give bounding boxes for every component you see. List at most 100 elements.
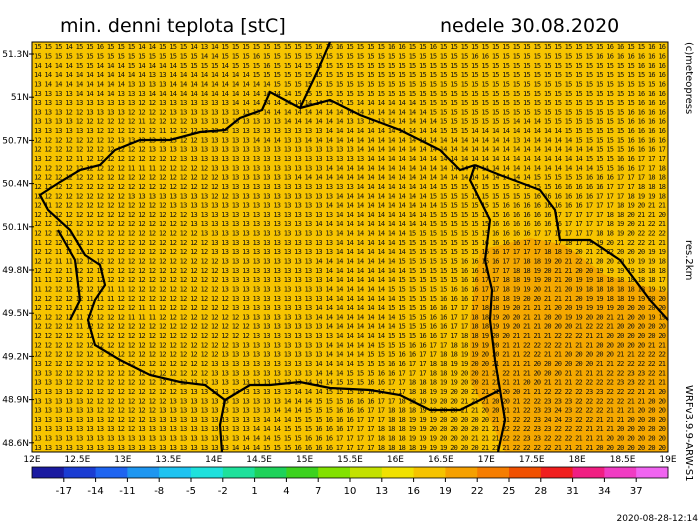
border-line bbox=[299, 98, 476, 172]
grid-row: 12 12 11 11 12 12 12 12 12 12 12 12 12 1… bbox=[34, 257, 666, 265]
warm-area bbox=[470, 238, 668, 452]
colorbar-label: 37 bbox=[630, 486, 643, 497]
grid-row: 13 13 13 13 12 12 12 12 12 12 12 12 12 1… bbox=[34, 388, 666, 396]
date: nedele 30.08.2020 bbox=[440, 15, 619, 37]
colorbar-label: 25 bbox=[503, 486, 516, 497]
title: min. denni teplota [stC] bbox=[60, 15, 286, 37]
grid-row: 13 13 13 13 13 13 12 12 12 12 12 12 13 1… bbox=[34, 407, 666, 415]
credit: (c)meteopress bbox=[683, 42, 694, 114]
lat-label: 50.4N bbox=[2, 180, 29, 190]
grid-row: 12 12 11 11 12 12 12 12 12 12 12 12 12 1… bbox=[34, 248, 666, 256]
grid-row: 13 13 13 13 12 12 12 12 12 12 11 12 12 1… bbox=[34, 118, 666, 126]
lon-label: 19E bbox=[659, 455, 676, 465]
borders bbox=[38, 41, 669, 453]
colorbar-segment bbox=[540, 467, 574, 478]
lon-label: 17E bbox=[478, 455, 495, 465]
colorbar-label: -11 bbox=[119, 486, 135, 497]
colorbar-segment bbox=[159, 467, 192, 478]
colorbar-label: 28 bbox=[534, 486, 547, 497]
colorbar-segment bbox=[350, 467, 383, 478]
lon-label: 13E bbox=[114, 455, 131, 465]
colorbar-segment bbox=[477, 467, 510, 478]
colorbar-segment bbox=[254, 467, 287, 478]
grid-row: 12 12 12 12 12 12 12 12 13 13 13 13 13 1… bbox=[34, 136, 666, 144]
lon-label: 15E bbox=[296, 455, 313, 465]
border-line bbox=[474, 163, 669, 321]
lat-label: 49.8N bbox=[2, 266, 29, 276]
grid-row: 12 12 12 12 11 12 12 12 12 12 12 12 12 1… bbox=[34, 323, 666, 331]
colorbar-label: -8 bbox=[154, 486, 164, 497]
grid-row: 13 13 13 13 14 14 14 14 13 13 13 14 14 1… bbox=[34, 90, 666, 98]
grid-row: 13 13 13 13 13 13 13 12 12 12 12 13 13 1… bbox=[34, 416, 666, 424]
colorbar-label: 13 bbox=[375, 486, 388, 497]
grid-row: 11 11 12 12 12 12 12 12 12 12 12 12 12 1… bbox=[34, 276, 666, 284]
grid-row: 12 12 12 12 12 12 12 12 12 12 12 12 12 1… bbox=[34, 183, 666, 191]
grid-row: 15 15 15 14 15 15 16 15 15 15 14 14 15 1… bbox=[34, 43, 666, 51]
colorbar-segment bbox=[572, 467, 605, 478]
grid-row: 13 14 14 14 14 14 14 14 14 13 13 13 13 1… bbox=[34, 80, 666, 88]
colorbar-label: 1 bbox=[251, 486, 257, 497]
grid-row: 12 12 12 12 12 12 12 12 12 13 13 13 13 1… bbox=[34, 192, 666, 200]
colorbar-label: 31 bbox=[566, 486, 579, 497]
grid-row: 15 15 15 15 15 15 15 15 15 15 15 15 15 1… bbox=[34, 52, 666, 60]
lon-label: 15.5E bbox=[337, 455, 363, 465]
lat-label: 48.9N bbox=[2, 396, 29, 406]
footer: 2020-08-28-12:14 bbox=[617, 514, 699, 524]
grid-row: 12 12 12 12 12 12 12 12 12 12 12 12 12 1… bbox=[34, 174, 666, 182]
grid-row: 12 12 12 12 12 12 12 12 12 11 11 11 12 1… bbox=[34, 164, 666, 172]
grid-row: 12 12 12 12 12 12 12 12 12 12 12 12 12 1… bbox=[34, 220, 666, 228]
colorbar-segment bbox=[95, 467, 128, 478]
grid-row: 12 12 12 11 11 11 12 12 12 12 11 11 12 1… bbox=[34, 304, 666, 312]
colorbar: -17 -14 -11 -8 -5 -2 1 4 7 10 13 16 19 22 25 28 31 34 37 bbox=[31, 466, 669, 497]
lat-label: 50.7N bbox=[2, 136, 29, 146]
colorbar-label: -17 bbox=[56, 486, 72, 497]
grid-row: 14 14 14 14 14 14 14 14 14 14 14 13 13 1… bbox=[34, 71, 666, 79]
grid-row: 13 13 13 13 13 13 13 13 13 13 13 13 13 1… bbox=[34, 444, 666, 452]
lat-label: 49.2N bbox=[2, 352, 29, 362]
grid-row: 12 12 12 12 12 12 12 12 12 12 12 12 12 1… bbox=[34, 341, 666, 349]
colorbar-segment bbox=[636, 467, 669, 478]
grid-row: 11 12 12 12 12 12 12 11 11 12 12 12 12 1… bbox=[34, 285, 666, 293]
lon-label: 12E bbox=[23, 455, 40, 465]
model: WRFv3.9.9-ARW-S1 bbox=[683, 385, 694, 482]
grid-row: 13 13 13 13 13 13 12 12 12 12 12 12 11 1… bbox=[34, 127, 666, 135]
lon-label: 18E bbox=[569, 455, 586, 465]
grid-row: 12 12 12 12 12 12 12 12 12 12 12 12 12 1… bbox=[34, 230, 666, 238]
colorbar-label: 4 bbox=[283, 486, 289, 497]
grid-row: 12 12 12 12 12 11 11 11 12 12 12 12 12 1… bbox=[34, 295, 666, 303]
lon-label: 12.5E bbox=[65, 455, 91, 465]
grid-row: 12 11 12 12 12 12 12 12 12 12 12 12 12 1… bbox=[34, 202, 666, 210]
lat-label: 48.6N bbox=[2, 439, 29, 449]
colorbar-segment bbox=[318, 467, 351, 478]
grid-row: 12 12 12 11 11 12 12 12 12 11 11 11 12 1… bbox=[34, 313, 666, 321]
grid-row: 14 14 14 14 15 15 14 14 14 15 14 14 14 1… bbox=[34, 62, 666, 70]
value-grid: 15 15 15 14 15 15 16 15 15 15 14 14 15 1… bbox=[34, 43, 666, 452]
lon-label: 16E bbox=[387, 455, 404, 465]
grid-row: 13 13 13 13 13 13 13 13 13 13 12 12 13 1… bbox=[34, 99, 666, 107]
border-line bbox=[57, 229, 82, 321]
colorbar-label: -14 bbox=[87, 486, 103, 497]
colorbar-segment bbox=[32, 467, 65, 478]
grid-row: 13 13 13 12 12 12 12 12 12 12 12 12 12 1… bbox=[34, 379, 666, 387]
resolution: res.2km bbox=[683, 240, 694, 280]
colorbar-segment bbox=[445, 467, 478, 478]
colorbar-label: 16 bbox=[407, 486, 420, 497]
lon-label: 13.5E bbox=[155, 455, 181, 465]
border-line bbox=[218, 399, 227, 453]
grid-row: 12 11 12 12 12 12 12 12 12 12 12 12 12 1… bbox=[34, 211, 666, 219]
lon-label: 14.5E bbox=[246, 455, 272, 465]
lat-label: 50.1N bbox=[2, 223, 29, 233]
colorbar-label: 34 bbox=[598, 486, 611, 497]
grid-row: 13 13 13 12 12 13 13 13 13 12 12 12 12 1… bbox=[34, 108, 666, 116]
colorbar-segment bbox=[509, 467, 542, 478]
grid-row: 13 13 13 13 13 12 12 12 12 12 12 12 12 1… bbox=[34, 397, 666, 405]
grid-row: 12 12 12 12 12 12 12 12 12 12 12 12 12 1… bbox=[34, 332, 666, 340]
grid-row: 11 12 12 12 12 12 12 12 12 12 12 12 12 1… bbox=[34, 239, 666, 247]
grid-row: 13 13 13 13 13 13 13 13 13 13 13 13 13 1… bbox=[34, 435, 666, 443]
colorbar-segment bbox=[127, 467, 160, 478]
colorbar-segment bbox=[63, 467, 97, 478]
lon-axis: 12E 12.5E 13E 13.5E 14E 14.5E 15E 15.5E 16E 16.5E… bbox=[23, 455, 676, 465]
lat-label: 49.5N bbox=[2, 309, 29, 319]
lat-label: 51N bbox=[11, 93, 29, 103]
